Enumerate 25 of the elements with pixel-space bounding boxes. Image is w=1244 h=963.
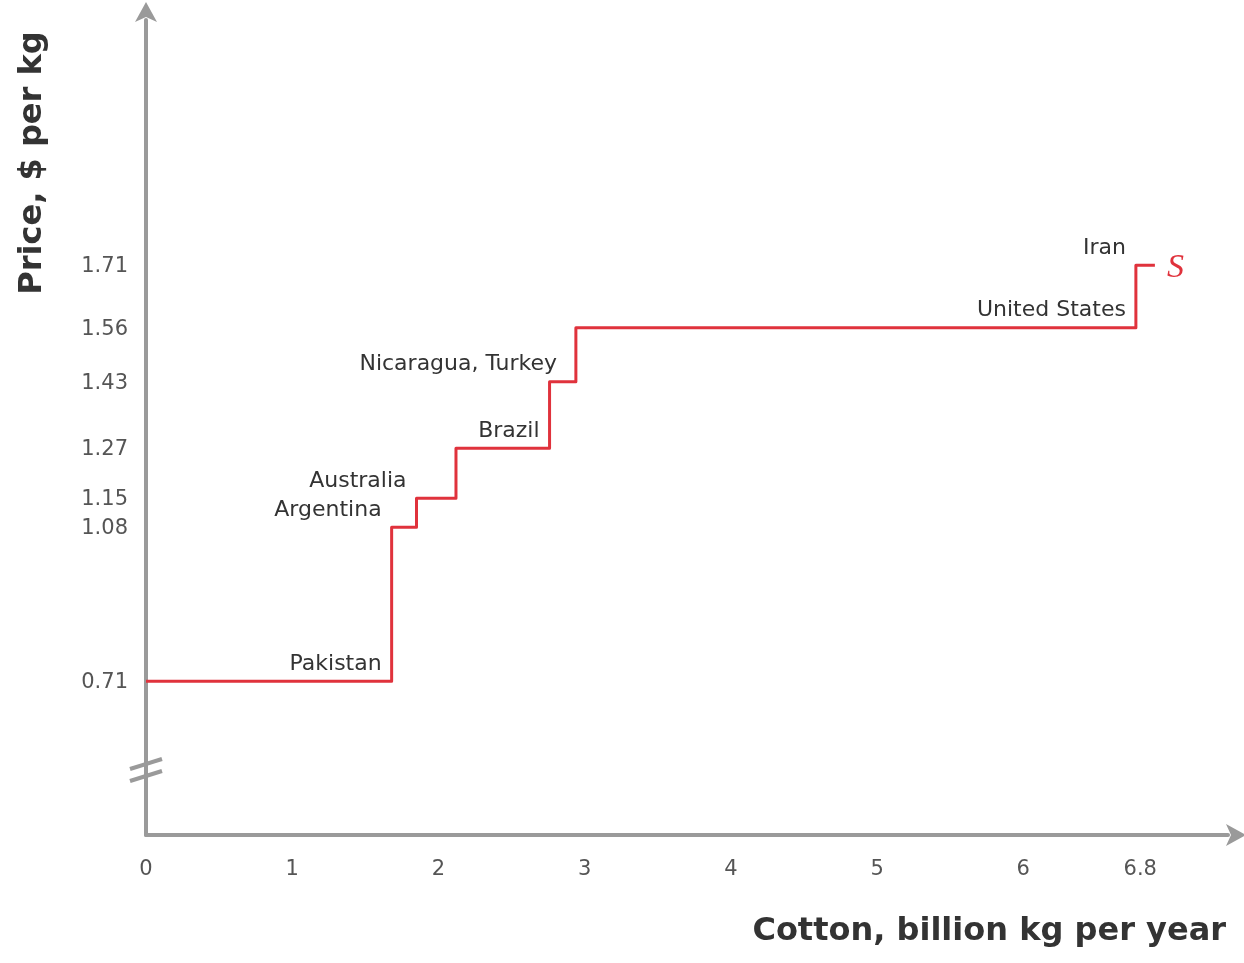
annotation: Pakistan bbox=[289, 649, 382, 675]
y-tick-label: 1.08 bbox=[81, 515, 128, 540]
y-tick-label: 1.71 bbox=[81, 253, 128, 278]
y-tick-label: 0.71 bbox=[81, 669, 128, 694]
x-axis-title: Cotton, billion kg per year bbox=[752, 910, 1227, 948]
x-tick-label: 1 bbox=[285, 855, 299, 880]
annotation: Iran bbox=[1082, 233, 1126, 259]
x-tick-label: 2 bbox=[431, 855, 446, 880]
y-tick-label: 1.27 bbox=[81, 436, 128, 461]
y-tick-label: 1.15 bbox=[81, 486, 128, 511]
y-tick-label: 1.56 bbox=[81, 315, 128, 340]
x-tick-label: 5 bbox=[870, 855, 884, 880]
series-label: S bbox=[1166, 246, 1184, 284]
annotation: Australia bbox=[309, 466, 407, 492]
x-tick-label: 0 bbox=[139, 855, 153, 880]
annotation: United States bbox=[976, 296, 1126, 322]
annotation: Argentina bbox=[274, 495, 382, 521]
x-tick-label: 4 bbox=[724, 855, 738, 880]
y-axis-title: Price, $ per kg bbox=[11, 31, 49, 295]
x-tick-label: 6.8 bbox=[1123, 855, 1157, 880]
annotation: Brazil bbox=[478, 416, 540, 442]
x-tick-label: 6 bbox=[1016, 855, 1030, 880]
x-tick-label: 3 bbox=[577, 855, 592, 880]
y-tick-label: 1.43 bbox=[81, 369, 128, 394]
annotation: Nicaragua, Turkey bbox=[359, 350, 558, 376]
